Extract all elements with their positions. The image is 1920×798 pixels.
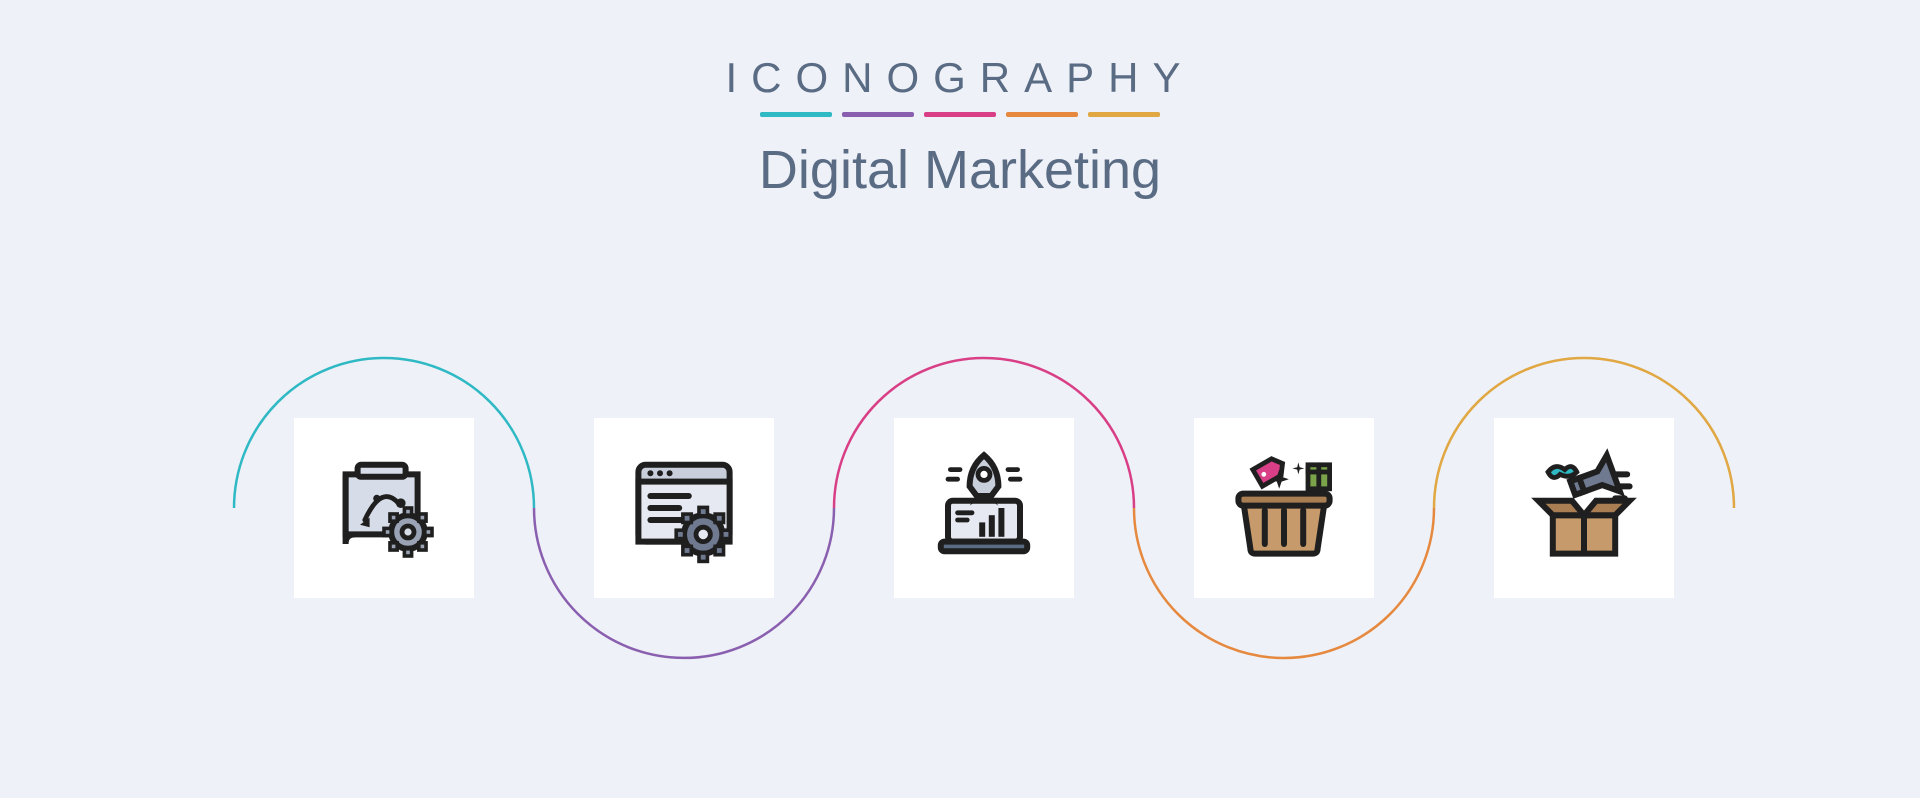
product-release-icon <box>1494 418 1674 598</box>
web-settings-icon <box>594 418 774 598</box>
brand-label: ICONOGRAPHY <box>0 54 1920 102</box>
underline-gold <box>1088 112 1160 117</box>
underline-orange <box>1006 112 1078 117</box>
set-title: Digital Marketing <box>0 139 1920 201</box>
strategy-plan-icon <box>294 418 474 598</box>
startup-launch-icon <box>894 418 1074 598</box>
underline-pink <box>924 112 996 117</box>
underline-purple <box>842 112 914 117</box>
underline-teal <box>760 112 832 117</box>
brand-underlines <box>0 112 1920 117</box>
shopping-basket-icon <box>1194 418 1374 598</box>
